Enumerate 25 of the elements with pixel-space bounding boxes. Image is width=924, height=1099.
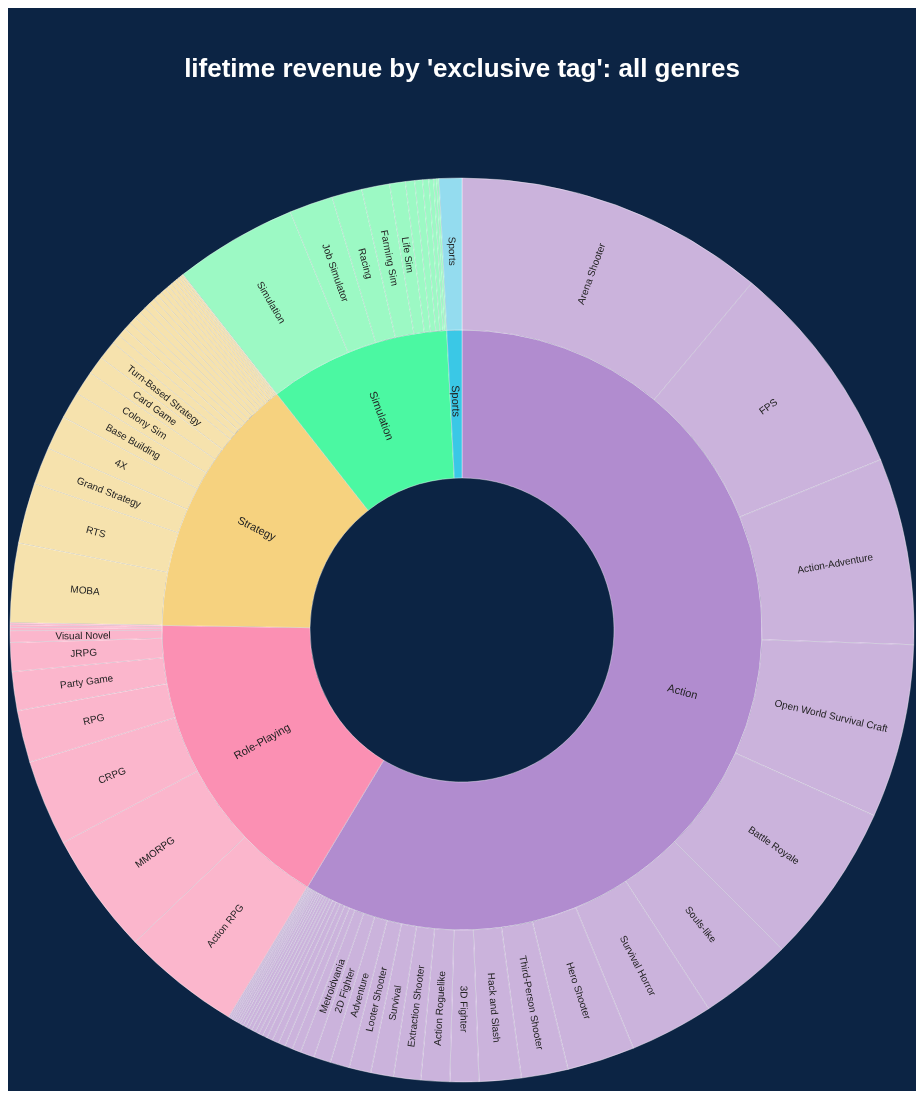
slice-label: Extraction Shooter <box>405 964 427 1048</box>
slice-label: Action <box>666 681 699 702</box>
slice-label: RPG <box>81 711 106 728</box>
slice-label: 3D Fighter <box>458 985 470 1034</box>
slice-label: Arena Shooter <box>575 240 608 306</box>
slice-label: Party Game <box>59 672 115 691</box>
slice-label: Action Roguelike <box>431 970 448 1047</box>
slice-label: FPS <box>757 396 780 417</box>
slice-label: Open World Survival Craft <box>773 697 890 735</box>
slice-label: Sports <box>449 385 463 418</box>
slice-label: Third-Person Shooter <box>517 954 546 1052</box>
slice-label: MOBA <box>69 583 101 598</box>
slice-label: Hack and Slash <box>485 972 503 1043</box>
slice-label: Survival <box>386 984 404 1022</box>
slice-label: 4X <box>113 456 130 473</box>
slice-label: CRPG <box>96 764 128 786</box>
slice-label: RTS <box>84 523 108 540</box>
slice-label: Visual Novel <box>55 629 111 642</box>
slice-label: Racing <box>356 247 375 280</box>
slice-label: JRPG <box>70 646 98 660</box>
slice-label: Life Sim <box>399 236 416 274</box>
slice-label: Hero Shooter <box>564 960 594 1022</box>
slice-label: Sports <box>446 236 459 266</box>
chart-title: lifetime revenue by 'exclusive tag': all genres <box>184 53 740 83</box>
slice-label: Farming Sim <box>378 229 401 287</box>
